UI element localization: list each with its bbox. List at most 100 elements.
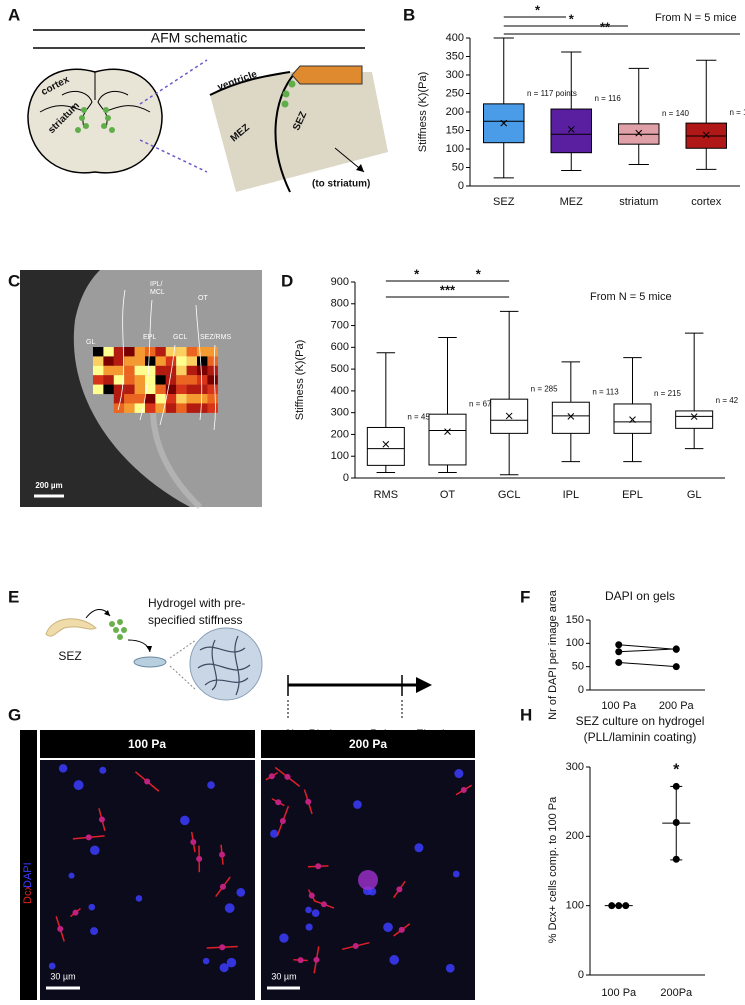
y-tick-label: 300 [331, 407, 349, 419]
heat-cell [197, 394, 208, 404]
box [613, 403, 652, 434]
heat-cell [124, 375, 135, 385]
note: From N = 5 mice [655, 12, 737, 24]
image-c: IPL/ MCL OT GL EPL GCL SEZ/RMS 200 µm [20, 270, 262, 510]
heat-cell [207, 375, 218, 385]
box [675, 410, 714, 429]
nucleus [311, 909, 320, 917]
x-tick-label: EPL [622, 489, 643, 501]
mean-marker [702, 131, 710, 139]
y-tick-label: 50 [572, 661, 584, 673]
nucleus [58, 764, 68, 773]
heat-cell [197, 347, 208, 357]
point [615, 658, 623, 666]
nucleus [353, 800, 362, 809]
dcx-soma [297, 957, 304, 964]
mean-marker [505, 412, 513, 420]
dcx-soma [219, 851, 226, 858]
label: GCL [173, 334, 188, 341]
heat-cell [103, 347, 114, 357]
mean-marker [629, 416, 636, 423]
mean-marker [635, 129, 643, 137]
dcx-soma [268, 773, 275, 780]
heat-cell [207, 384, 218, 395]
x-tick-label: IPL [563, 489, 580, 501]
heat-cell [186, 356, 198, 366]
y-tick-label: 150 [446, 124, 464, 136]
panel-letter: E [8, 587, 19, 606]
point [615, 641, 623, 649]
nucleus [226, 957, 237, 968]
significance-label: * [673, 762, 680, 779]
significance-label: * [414, 266, 420, 281]
significance-label: * [569, 11, 575, 26]
heat-cell [186, 375, 198, 385]
nucleus [90, 927, 99, 936]
nucleus [48, 962, 56, 970]
heat-cell [124, 365, 135, 376]
y-tick-label: 700 [331, 319, 349, 331]
heat-cell [124, 394, 135, 404]
nucleus [414, 843, 424, 853]
y-tick-label: 350 [446, 50, 464, 62]
y-tick-label: 0 [578, 684, 584, 696]
pair-line [618, 644, 677, 650]
y-tick-label: 300 [446, 69, 464, 81]
point [672, 663, 680, 671]
heat-cell [176, 394, 187, 404]
heat-cell [134, 384, 146, 395]
nucleus [180, 815, 190, 826]
dcx-soma [308, 892, 315, 899]
y-tick-label: 0 [578, 969, 584, 981]
panel-letter: A [8, 5, 20, 24]
nucleus [358, 870, 378, 890]
x-tick-label: 100 Pa [601, 987, 637, 999]
pair-line [618, 661, 677, 668]
nucleus [73, 780, 84, 791]
label: IPL/ [150, 281, 163, 288]
heat-cell [113, 365, 125, 376]
chart-title: DAPI on gels [605, 589, 675, 603]
significance-label: ** [600, 19, 611, 34]
heat-cell [176, 347, 187, 357]
label: EPL [143, 334, 156, 341]
heat-cell [93, 365, 104, 376]
n-label: n = 45 [407, 413, 430, 422]
schematic-a: AFM schematic cortex striatum ventricle … [27, 29, 388, 193]
panel-letter: G [8, 705, 21, 724]
y-axis-label: Nr of DAPI per image area [547, 589, 559, 719]
nucleus [236, 888, 246, 897]
n-label: n = 42 [716, 396, 739, 405]
y-tick-label: 0 [458, 180, 464, 192]
heat-cell [165, 375, 177, 385]
x-tick-label: striatum [619, 196, 658, 208]
image-g: Dcx DAPI 100 Pa 200 Pa 30 µm 30 µm [20, 730, 475, 1000]
heat-cell [197, 403, 208, 413]
dcx-soma [279, 818, 286, 825]
stain-label: DAPI [22, 862, 34, 888]
x-tick-label: GL [687, 489, 702, 501]
nucleus [90, 845, 100, 856]
heat-cell [165, 347, 177, 357]
chart-subtitle: (PLL/laminin coating) [584, 730, 697, 744]
heat-cell [197, 365, 208, 376]
heat-cell [186, 394, 198, 404]
image-header: 200 Pa [349, 737, 387, 751]
x-tick-label: cortex [691, 196, 721, 208]
heat-cell [207, 356, 218, 366]
mean-marker [567, 126, 575, 133]
heat-cell [207, 347, 218, 357]
heat-cell [134, 347, 146, 357]
y-axis-label: Stiffness (K)(Pa) [417, 72, 429, 153]
heat-cell [124, 347, 135, 357]
heat-cell [134, 356, 146, 366]
heat-cell [176, 375, 187, 385]
dcx-soma [72, 909, 79, 916]
x-tick-label: 200Pa [660, 987, 693, 999]
heat-cell [155, 384, 166, 395]
pair-line [618, 648, 677, 653]
heat-cell [93, 347, 104, 357]
heat-cell [124, 403, 135, 413]
heat-cell [113, 403, 125, 413]
label: OT [198, 295, 208, 302]
